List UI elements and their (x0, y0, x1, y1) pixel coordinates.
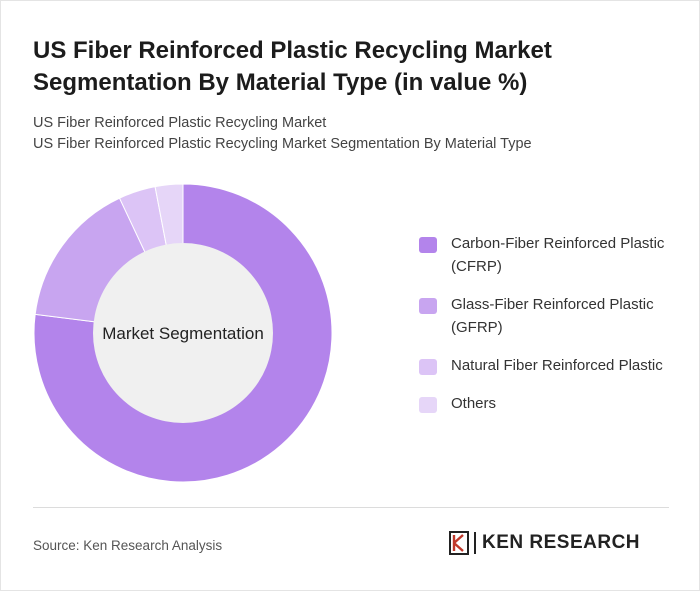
donut-center (93, 243, 273, 423)
ken-research-logo-mark-icon (449, 531, 469, 555)
legend-item-cfrp: Carbon-Fiber Reinforced Plastic (CFRP) (419, 232, 679, 278)
legend-item-others: Others (419, 392, 679, 415)
logo-separator (474, 532, 476, 554)
legend-swatch-others (419, 397, 437, 413)
chart-legend: Carbon-Fiber Reinforced Plastic (CFRP) G… (419, 232, 679, 430)
legend-label-natural-fiber: Natural Fiber Reinforced Plastic (451, 357, 663, 374)
legend-swatch-cfrp (419, 237, 437, 253)
legend-item-gfrp: Glass-Fiber Reinforced Plastic (GFRP) (419, 293, 679, 339)
legend-swatch-gfrp (419, 298, 437, 314)
donut-center-label: Market Segmentation (102, 324, 264, 343)
brand-name: KEN RESEARCH (482, 532, 641, 553)
legend-label-cfrp: Carbon-Fiber Reinforced Plastic (CFRP) (451, 235, 665, 275)
chart-subtitle-segmentation: US Fiber Reinforced Plastic Recycling Ma… (33, 136, 532, 152)
donut-chart: Market Segmentation (33, 183, 333, 483)
ken-research-logo: KEN RESEARCH (449, 531, 640, 555)
source-note: Source: Ken Research Analysis (33, 538, 223, 553)
legend-item-natural-fiber: Natural Fiber Reinforced Plastic (419, 354, 679, 377)
chart-title: US Fiber Reinforced Plastic Recycling Ma… (33, 37, 552, 96)
legend-label-gfrp: Glass-Fiber Reinforced Plastic (GFRP) (451, 296, 654, 336)
footer-divider (33, 507, 669, 508)
legend-swatch-natural-fiber (419, 359, 437, 375)
legend-label-others: Others (451, 395, 497, 412)
chart-subtitle-market: US Fiber Reinforced Plastic Recycling Ma… (33, 115, 327, 131)
